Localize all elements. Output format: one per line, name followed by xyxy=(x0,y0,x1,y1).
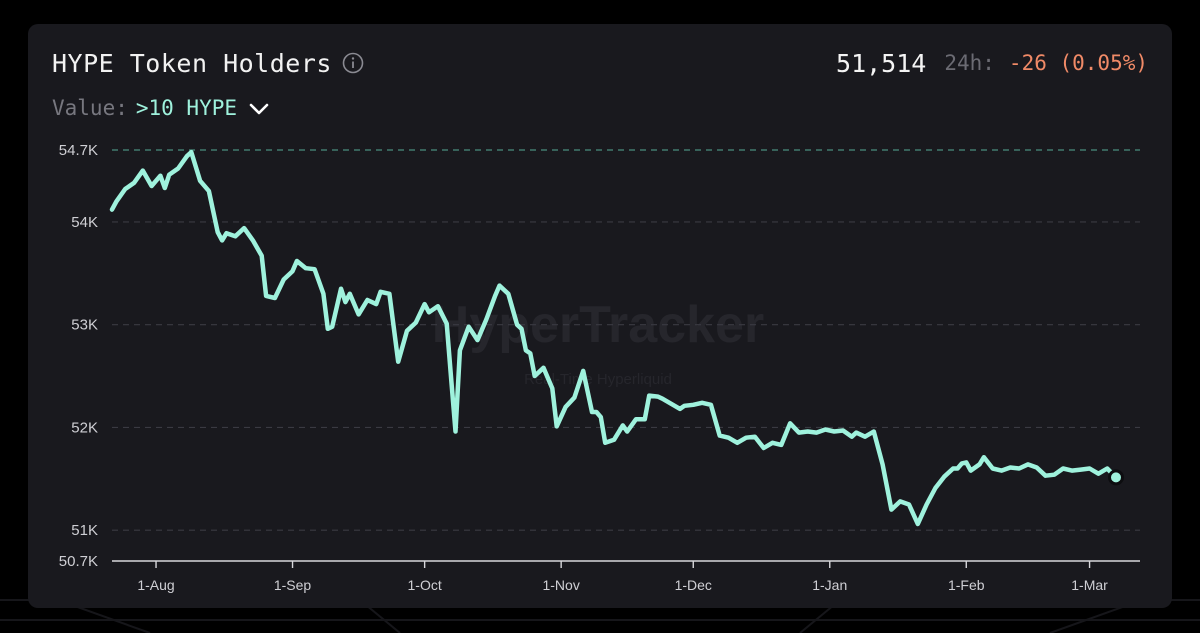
value-filter: Value: >10 HYPE xyxy=(52,94,269,122)
x-tick-label: 1-Oct xyxy=(408,577,442,593)
filter-selected-value: >10 HYPE xyxy=(135,96,238,120)
series-line xyxy=(109,149,1119,527)
x-axis: 1-Aug 1-Sep 1-Oct 1-Nov 1-Dec 1-Jan 1-Feb 1-Mar xyxy=(112,560,1140,593)
x-tick-label: 1-Feb xyxy=(948,577,985,593)
x-tick-label: 1-Sep xyxy=(274,577,312,593)
last-point-marker[interactable] xyxy=(1107,469,1124,486)
x-tick-label: 1-Aug xyxy=(137,577,174,593)
change-period-label: 24h: xyxy=(944,51,995,75)
y-axis-ticks: 54.7K 54K 53K 52K 51K 50.7K xyxy=(59,142,98,570)
y-tick-label: 51K xyxy=(71,522,98,539)
y-tick-label: 52K xyxy=(71,419,98,436)
stats-row: 51,514 24h: -26 (0.05%) xyxy=(836,48,1148,78)
x-tick-label: 1-Mar xyxy=(1071,577,1108,593)
x-tick-label: 1-Nov xyxy=(542,577,579,593)
watermark: HyperTracker Real-Time Hyperliquid xyxy=(432,296,764,388)
chevron-down-icon xyxy=(249,101,269,115)
info-circle-icon[interactable] xyxy=(342,52,364,74)
y-tick-label: 53K xyxy=(71,317,98,334)
y-tick-label: 50.7K xyxy=(59,553,98,570)
x-tick-label: 1-Jan xyxy=(812,577,847,593)
chart-title: HYPE Token Holders xyxy=(52,48,332,78)
change-value: -26 (0.05%) xyxy=(1008,51,1148,75)
value-filter-dropdown[interactable]: >10 HYPE xyxy=(136,96,269,120)
filter-label: Value: xyxy=(52,96,128,120)
y-tick-label: 54.7K xyxy=(59,142,98,159)
y-tick-label: 54K xyxy=(71,214,98,231)
title-row: HYPE Token Holders xyxy=(52,48,364,78)
series-layer xyxy=(109,149,1124,527)
current-holders-value: 51,514 xyxy=(836,48,927,78)
watermark-subtext: Real-Time Hyperliquid xyxy=(524,371,672,388)
line-chart: HyperTracker Real-Time Hyperliquid 54.7K… xyxy=(59,142,1140,593)
chart-card: HYPE Token Holders 51,514 24h: -26 (0.05… xyxy=(28,24,1172,608)
x-tick-label: 1-Dec xyxy=(675,577,712,593)
